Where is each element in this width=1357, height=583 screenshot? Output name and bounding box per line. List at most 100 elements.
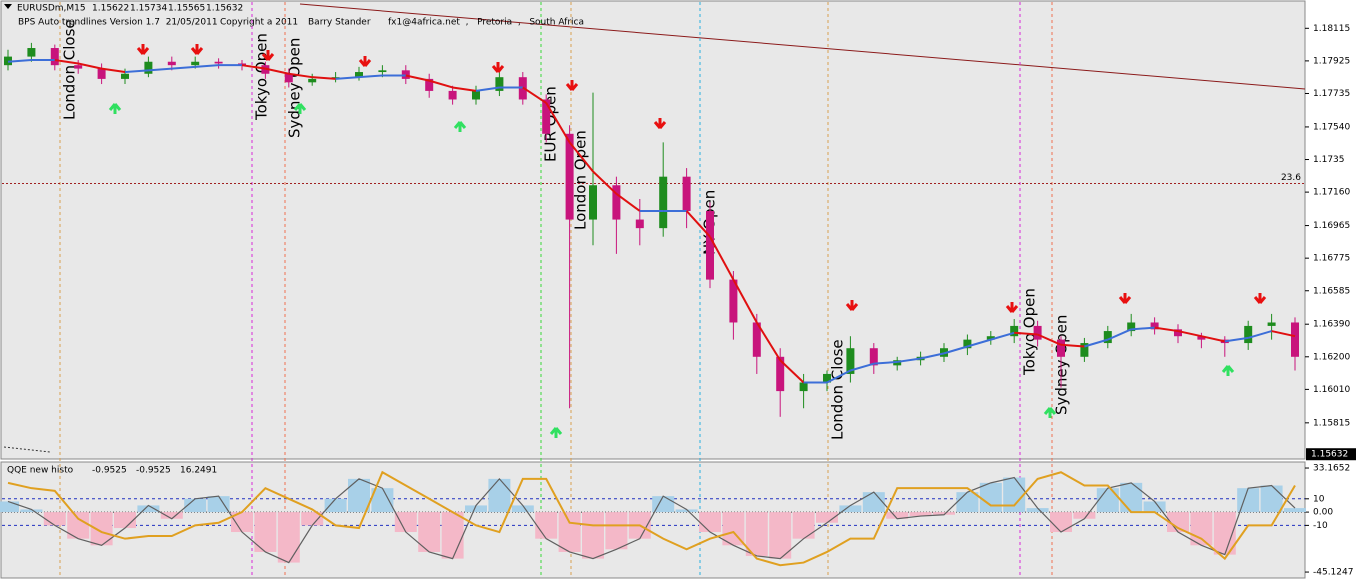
candle-body xyxy=(167,61,176,66)
histogram-bar xyxy=(324,498,347,513)
histogram-bar xyxy=(769,512,792,559)
histogram-bar xyxy=(699,512,721,533)
histogram-bar xyxy=(535,512,558,539)
histogram-bar xyxy=(862,492,885,513)
histogram-bar xyxy=(1003,477,1026,513)
note: fx1@4africa.net , Pretoria , South Afric… xyxy=(388,18,584,28)
header-value: -0.9525 xyxy=(92,466,127,476)
histogram-bar xyxy=(1120,482,1143,513)
candle-body xyxy=(986,336,995,340)
candle-body xyxy=(823,373,831,383)
y-tick-label: 0.00 xyxy=(1313,508,1333,518)
candle-body xyxy=(612,185,621,220)
histogram-bar xyxy=(1284,508,1306,513)
sell-arrow xyxy=(358,56,372,67)
moving-average xyxy=(1154,326,1179,333)
histogram-bar xyxy=(90,512,113,546)
candle-body xyxy=(776,356,785,392)
candle-body xyxy=(1174,329,1182,337)
buy-arrow xyxy=(1043,407,1057,418)
moving-average xyxy=(101,67,126,74)
y-tick-label: 33.1652 xyxy=(1313,464,1350,474)
moving-average xyxy=(568,141,594,173)
moving-average xyxy=(779,359,805,384)
candle-body xyxy=(706,210,714,280)
fast-line xyxy=(7,476,1296,564)
histogram-bar xyxy=(43,512,66,526)
histogram-bar xyxy=(254,512,277,552)
moving-average xyxy=(1037,333,1062,346)
moving-average xyxy=(709,236,735,281)
candle-body xyxy=(284,73,293,83)
candle-body xyxy=(144,61,153,74)
histogram-bar xyxy=(675,509,698,513)
session-label: London Open xyxy=(572,130,590,230)
candle-body xyxy=(425,78,434,91)
y-tick-label: 1.17735 xyxy=(1313,89,1350,99)
moving-average xyxy=(873,360,898,365)
moving-average xyxy=(685,210,711,238)
candle-body xyxy=(472,90,480,100)
buy-arrow xyxy=(293,103,307,114)
y-tick-label: 1.15815 xyxy=(1313,418,1350,428)
moving-average xyxy=(312,76,336,80)
sell-arrow xyxy=(261,50,275,61)
histogram-bar xyxy=(465,505,487,513)
moving-average xyxy=(475,86,500,92)
moving-average xyxy=(1201,335,1226,343)
trendline xyxy=(299,3,1306,90)
candle-body xyxy=(659,176,668,229)
candle-body xyxy=(121,73,129,79)
candle-body xyxy=(869,348,878,366)
candle-body xyxy=(50,48,59,66)
candle-body xyxy=(1010,325,1019,337)
moving-average xyxy=(124,69,149,74)
candle-body xyxy=(378,70,387,73)
buy-arrow xyxy=(549,427,563,438)
y-tick-label: 1.16965 xyxy=(1313,221,1350,231)
candle-body xyxy=(355,72,363,78)
histogram-bar xyxy=(114,512,136,529)
moving-average xyxy=(755,321,782,361)
menu-triangle[interactable] xyxy=(4,4,12,9)
histogram-bar xyxy=(792,512,815,539)
histogram-bar xyxy=(348,478,370,513)
candle-body xyxy=(752,322,761,357)
moving-average xyxy=(171,65,196,70)
candle-body xyxy=(1103,331,1112,344)
moving-average xyxy=(195,64,219,68)
histogram-bar xyxy=(933,512,955,515)
histogram-bar xyxy=(1026,508,1049,513)
y-tick-label: 1.16775 xyxy=(1313,254,1350,264)
moving-average xyxy=(428,79,453,89)
y-tick-label: 1.17540 xyxy=(1313,122,1350,132)
indicator-title: BPS Auto trendlines Version 1.7 21/05/20… xyxy=(18,18,218,28)
histogram-bar xyxy=(0,501,19,513)
sell-arrow xyxy=(1118,293,1132,304)
moving-average xyxy=(1060,343,1085,348)
moving-average xyxy=(615,193,641,212)
slow-line xyxy=(7,470,1296,567)
candle-body xyxy=(729,279,738,323)
y-tick-label: -10 xyxy=(1313,521,1328,531)
candle-body xyxy=(542,99,551,134)
histogram-bar xyxy=(511,505,534,513)
histogram-bar xyxy=(301,512,324,526)
histogram-bar xyxy=(1073,512,1096,519)
candle-body xyxy=(1057,339,1065,357)
moving-average xyxy=(77,62,102,70)
moving-average xyxy=(1131,326,1155,331)
candle-body xyxy=(1267,322,1276,326)
candle-body xyxy=(495,77,504,91)
y-tick-label: 1.17925 xyxy=(1313,56,1350,66)
histogram-bar xyxy=(160,512,183,519)
candle-body xyxy=(74,65,83,69)
histogram-bar xyxy=(137,505,160,513)
histogram-bar xyxy=(558,512,581,552)
candle-body xyxy=(635,219,644,229)
y-tick-label: 1.16390 xyxy=(1313,320,1350,330)
moving-average xyxy=(990,331,1015,341)
sell-arrow xyxy=(845,300,859,311)
moving-average xyxy=(1014,331,1038,336)
histogram-bar xyxy=(839,505,862,513)
